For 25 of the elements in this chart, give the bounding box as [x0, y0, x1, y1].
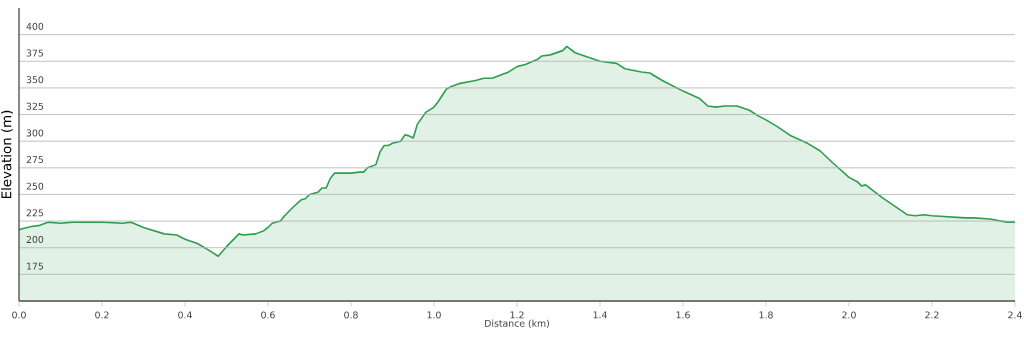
y-tick-label: 200 [26, 235, 44, 244]
x-tick-label: 1.8 [759, 311, 773, 319]
x-tick-label: 0.8 [344, 311, 358, 319]
x-tick-label: 1.2 [510, 311, 524, 319]
y-axis-title: Elevation (m) [1, 110, 13, 198]
y-tick-label: 225 [26, 209, 44, 217]
y-tick-label: 375 [26, 49, 44, 57]
y-tick-label: 400 [26, 22, 44, 30]
x-tick-label: 2.0 [842, 311, 856, 319]
y-tick-label: 250 [26, 182, 44, 190]
x-tick-label: 0.2 [95, 311, 109, 319]
y-tick-label: 175 [27, 262, 44, 270]
x-tick-label: 0.0 [12, 311, 26, 319]
y-tick-label: 350 [26, 76, 44, 84]
x-tick-label: 1.6 [676, 311, 690, 319]
x-tick-label: 0.4 [178, 311, 192, 319]
x-tick-label: 0.6 [261, 311, 275, 319]
x-tick-label: 2.2 [925, 311, 939, 319]
y-tick-label: 300 [26, 129, 44, 137]
x-tick-label: 1.4 [593, 311, 607, 319]
x-tick-label: 2.4 [1008, 311, 1022, 319]
x-tick-label: 1.0 [427, 311, 441, 319]
y-tick-label: 275 [26, 156, 44, 164]
x-axis-title: Distance (km) [485, 319, 549, 328]
y-tick-label: 325 [26, 102, 44, 110]
